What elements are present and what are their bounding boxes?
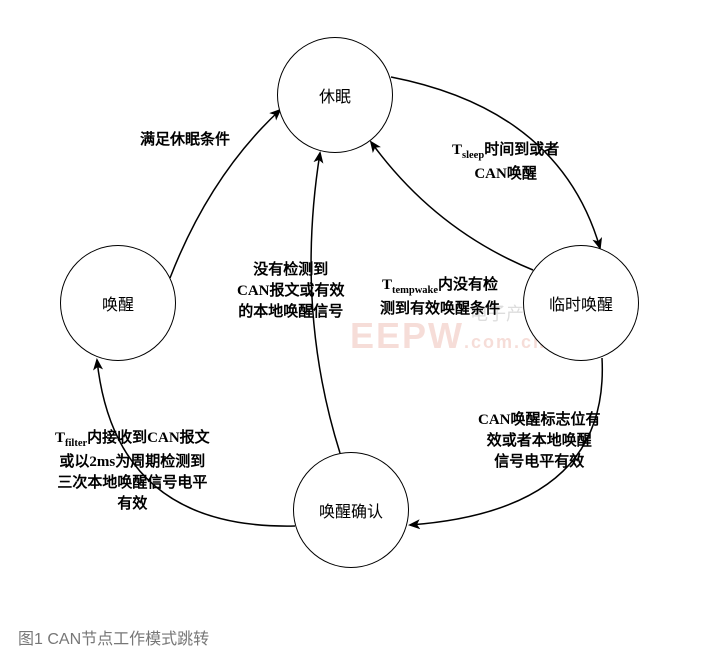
edge-label-sleep-tempwake: Tsleep时间到或者CAN唤醒	[452, 140, 559, 185]
node-wake: 唤醒	[60, 245, 176, 361]
edge-label-confirm-sleep: 没有检测到CAN报文或有效的本地唤醒信号	[237, 260, 345, 323]
node-confirm: 唤醒确认	[293, 452, 409, 568]
node-tempwake: 临时唤醒	[523, 245, 639, 361]
edge-label-tempwake-confirm: CAN唤醒标志位有效或者本地唤醒信号电平有效	[478, 410, 601, 473]
edge-label-wake-sleep: 满足休眠条件	[140, 130, 230, 151]
node-sleep: 休眠	[277, 37, 393, 153]
diagram-canvas: EEPW.com.cn 电子产品世界 休眠唤醒临时唤醒唤醒确认 满足休眠条件Ts…	[0, 0, 713, 657]
edge-label-confirm-wake: Tfilter内接收到CAN报文或以2ms为周期检测到三次本地唤醒信号电平有效	[55, 428, 210, 515]
figure-caption: 图1 CAN节点工作模式跳转	[18, 625, 209, 649]
edge-label-tempwake-sleep: Ttempwake内没有检测到有效唤醒条件	[380, 275, 500, 320]
